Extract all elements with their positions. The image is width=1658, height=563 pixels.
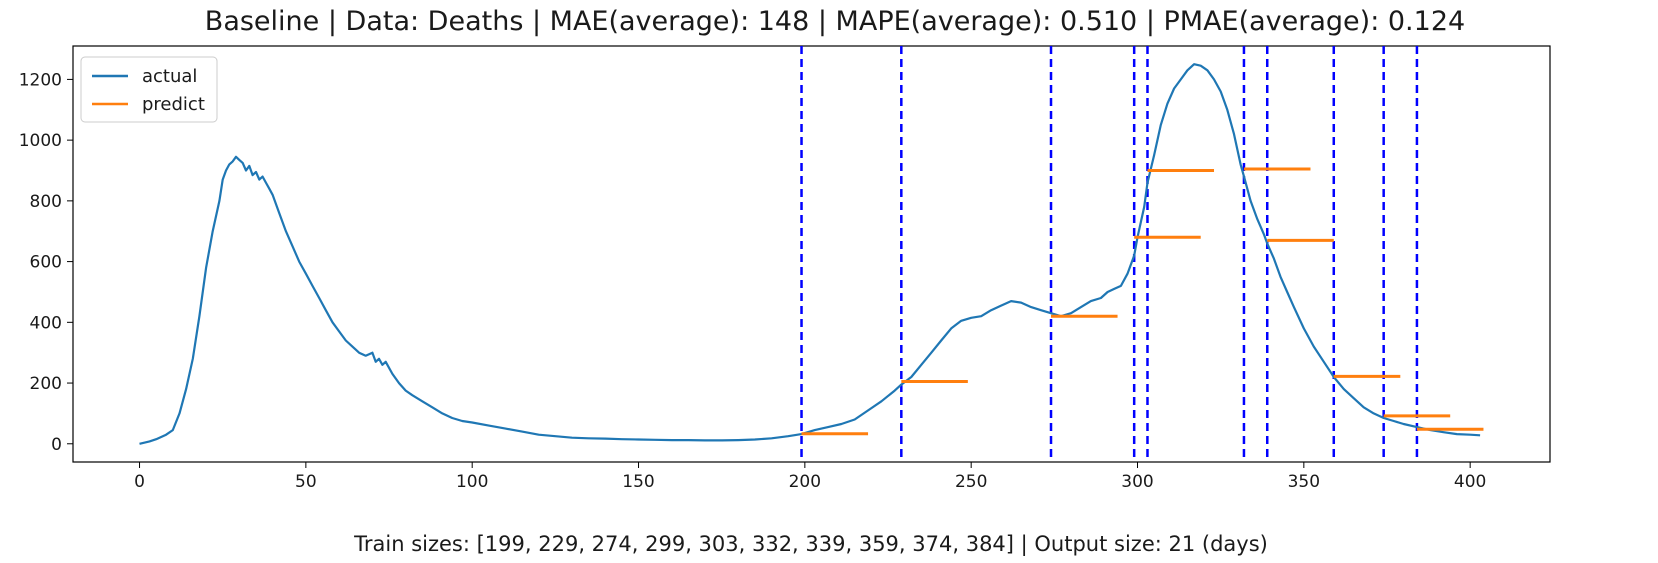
actual-series bbox=[139, 63, 1481, 445]
legend-box bbox=[80, 56, 218, 123]
chart-title: Baseline | Data: Deaths | MAE(average): … bbox=[205, 6, 1465, 37]
predict-series bbox=[801, 167, 1484, 436]
y-tick-label: 800 bbox=[30, 192, 62, 212]
x-tick-label: 50 bbox=[295, 472, 317, 492]
x-tick-label: 200 bbox=[789, 472, 821, 492]
plot-frame bbox=[72, 45, 1551, 463]
y-axis-ticks: 0 200 400 600 800 1000 1200 bbox=[19, 70, 73, 455]
plot-area bbox=[72, 45, 1551, 463]
x-tick-label: 250 bbox=[955, 472, 987, 492]
x-axis-ticks: 0 50 100 150 200 250 300 350 400 bbox=[134, 462, 1486, 492]
y-tick-label: 600 bbox=[30, 253, 62, 273]
chart-legend: actual predict bbox=[80, 56, 218, 123]
actual-series-line bbox=[139, 63, 1481, 445]
legend-actual-label: actual bbox=[142, 66, 197, 87]
x-tick-label: 300 bbox=[1121, 472, 1153, 492]
x-tick-label: 350 bbox=[1288, 472, 1320, 492]
split-lines bbox=[800, 46, 1419, 462]
x-tick-label: 150 bbox=[622, 472, 654, 492]
y-tick-label: 1000 bbox=[19, 131, 62, 151]
y-tick-label: 0 bbox=[51, 435, 62, 455]
x-tick-label: 0 bbox=[134, 472, 145, 492]
x-tick-label: 400 bbox=[1454, 472, 1486, 492]
y-tick-label: 1200 bbox=[19, 70, 62, 90]
legend-predict-label: predict bbox=[142, 94, 205, 115]
x-axis-label: Train sizes: [199, 229, 274, 299, 303, 3… bbox=[353, 532, 1268, 557]
y-tick-label: 200 bbox=[30, 374, 62, 394]
x-tick-label: 100 bbox=[456, 472, 488, 492]
y-tick-label: 400 bbox=[30, 313, 62, 333]
